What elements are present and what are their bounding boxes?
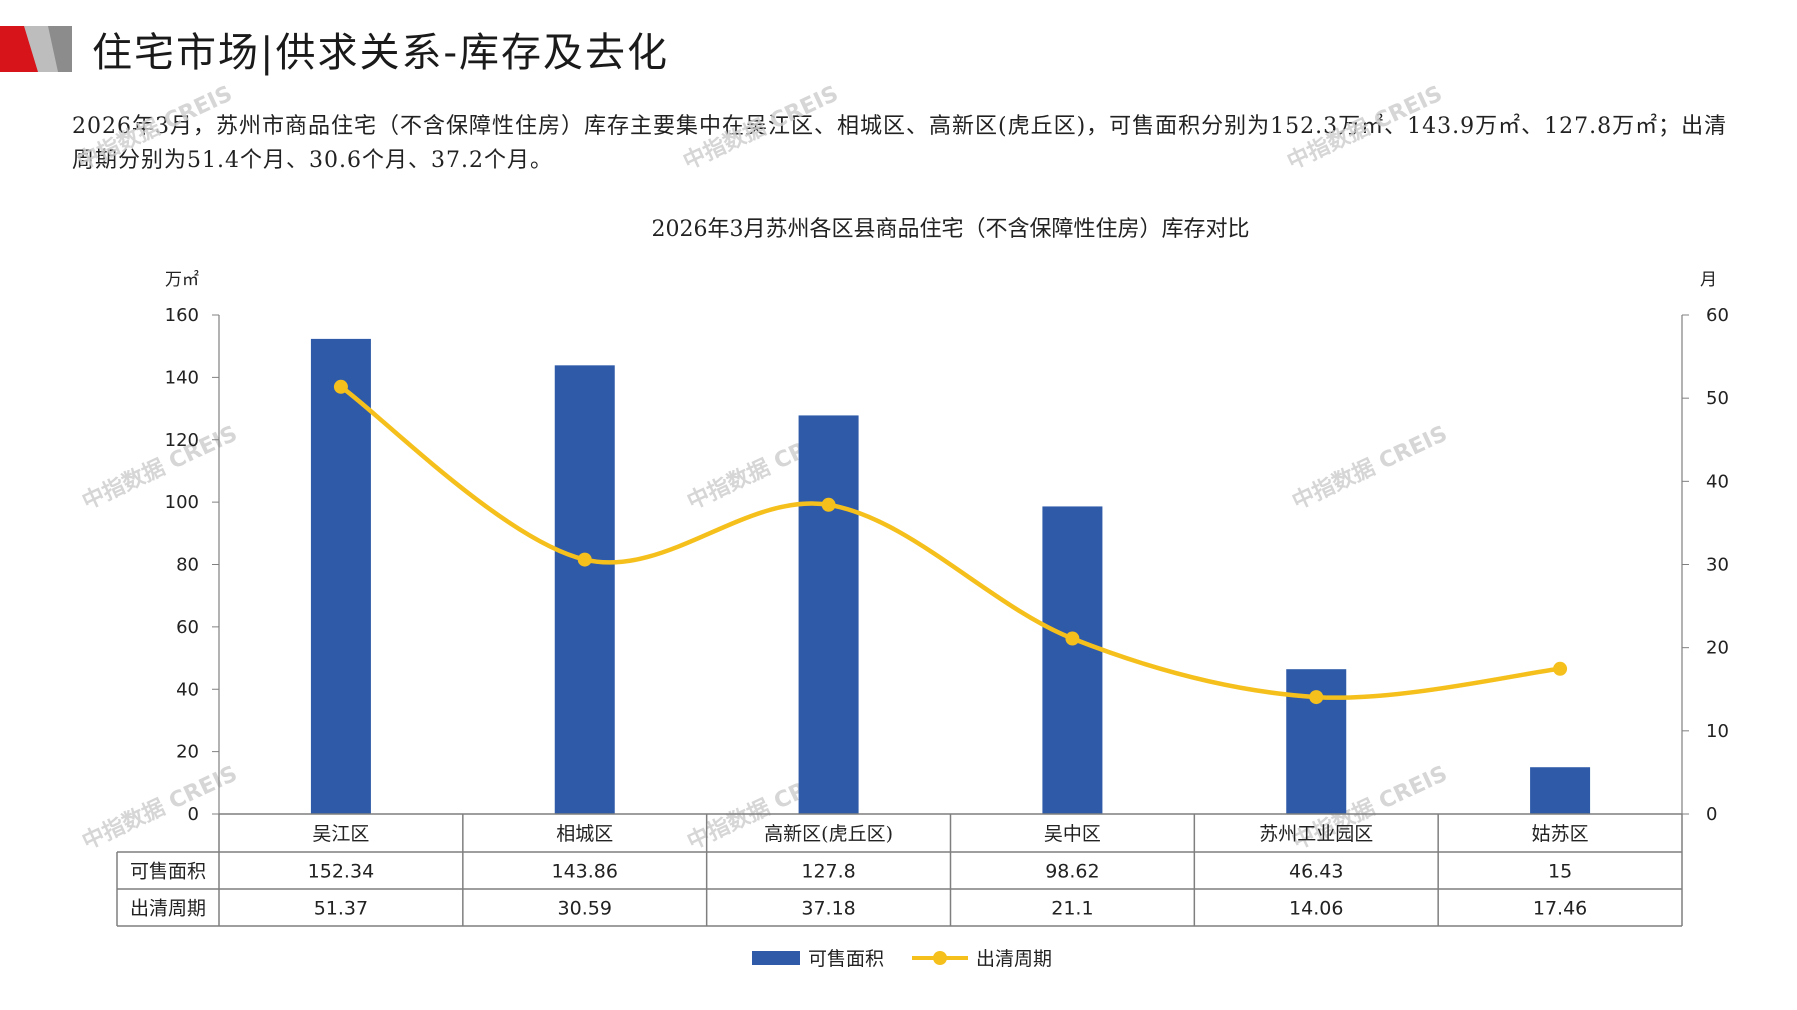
y-tick-right: 40 (1706, 471, 1729, 492)
legend-label-bar: 可售面积 (808, 948, 885, 970)
y-tick-left: 160 (165, 305, 199, 326)
y-tick-left: 120 (165, 430, 199, 451)
x-tick-label: 高新区(虎丘区) (764, 823, 893, 845)
bar (1530, 767, 1591, 814)
line-point (1065, 631, 1080, 646)
line-point (821, 497, 836, 512)
line-point (1309, 690, 1324, 705)
chart-legend: 可售面积 出清周期 (752, 944, 1080, 971)
y-tick-left: 40 (176, 679, 199, 700)
bar (1042, 506, 1103, 814)
line-point (577, 552, 592, 567)
legend-swatch-bar (752, 950, 800, 965)
bar (310, 338, 371, 814)
x-tick-label: 相城区 (556, 823, 613, 845)
y-tick-right: 10 (1706, 721, 1729, 742)
data-label: 127.8 (801, 861, 855, 883)
data-label: 143.86 (552, 861, 618, 883)
data-label: 51.37 (314, 898, 368, 920)
y-tick-right: 0 (1706, 804, 1717, 825)
data-label: 17.46 (1533, 898, 1587, 920)
y-tick-right: 50 (1706, 388, 1729, 409)
table-row-header: 出清周期 (130, 898, 206, 920)
series-line (339, 384, 1561, 700)
bar (798, 415, 859, 814)
data-label: 98.62 (1045, 861, 1099, 883)
data-label: 46.43 (1289, 861, 1343, 883)
intro-paragraph: 2026年3月，苏州市商品住宅（不含保障性住房）库存主要集中在吴江区、相城区、高… (72, 114, 1728, 173)
x-tick-label: 吴中区 (1044, 823, 1101, 845)
y-tick-right: 30 (1706, 555, 1729, 576)
legend-item-line: 出清周期 (912, 944, 1052, 971)
data-label: 30.59 (558, 898, 612, 920)
y-tick-right: 60 (1706, 305, 1729, 326)
legend-item-bar: 可售面积 (752, 944, 884, 971)
data-label: 152.34 (308, 861, 374, 883)
legend-swatch-line (912, 950, 969, 966)
y-tick-left: 60 (176, 617, 199, 638)
bar (554, 365, 615, 814)
data-label: 21.1 (1051, 898, 1093, 920)
y-tick-left: 100 (165, 492, 199, 513)
x-tick-label: 姑苏区 (1532, 823, 1589, 845)
y-tick-left: 0 (188, 804, 199, 825)
table-row-header: 可售面积 (130, 861, 206, 883)
chart-title: 2026年3月苏州各区县商品住宅（不含保障性住房）库存对比 (652, 217, 1250, 242)
y-tick-left: 80 (176, 555, 199, 576)
legend-label-line: 出清周期 (976, 948, 1053, 970)
x-tick-label: 苏州工业园区 (1259, 823, 1373, 845)
page-title: 住宅市场|供求关系-库存及去化 (92, 30, 669, 76)
data-label: 37.18 (801, 898, 855, 920)
x-tick-label: 吴江区 (312, 823, 369, 845)
y-tick-right: 20 (1706, 638, 1729, 659)
y-tick-left: 140 (165, 367, 199, 388)
data-label: 15 (1548, 861, 1572, 883)
y-axis-left-title: 万㎡ (165, 270, 199, 290)
y-tick-left: 20 (176, 742, 199, 763)
brand-logo (0, 26, 72, 72)
y-axis-right-title: 月 (1700, 270, 1717, 290)
data-label: 14.06 (1289, 898, 1343, 920)
line-point (1553, 661, 1568, 676)
line-point (333, 379, 348, 394)
